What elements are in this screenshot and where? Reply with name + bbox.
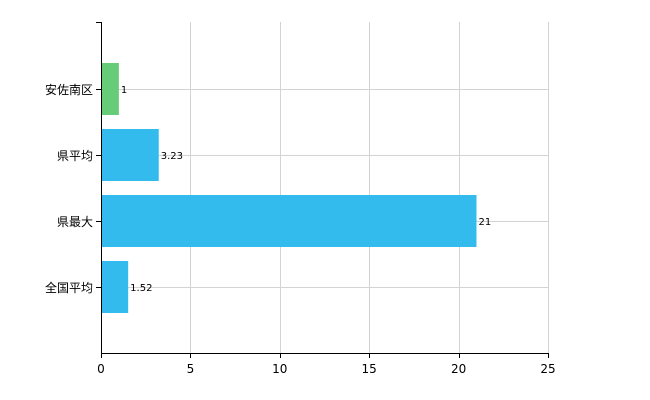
bar-2 [101, 129, 159, 181]
data-label-3: 21 [478, 217, 491, 228]
x-tick-label-1: 0 [97, 362, 105, 376]
bar-4 [101, 261, 129, 313]
data-label-4: 1.52 [130, 283, 152, 294]
y-tick-label-3: 県最大 [57, 215, 93, 229]
y-tick-label-4: 全国平均 [45, 280, 93, 295]
x-tick-label-3: 10 [272, 362, 287, 376]
bar-1 [101, 63, 119, 115]
grid-lines [101, 22, 549, 353]
y-tick-label-2: 県平均 [57, 149, 93, 163]
axes [96, 22, 549, 358]
x-tick-label-2: 5 [187, 362, 195, 376]
data-label-2: 3.23 [161, 151, 183, 162]
data-label-1: 1 [121, 85, 127, 96]
x-tick-label-4: 15 [362, 362, 377, 376]
bar-3 [101, 195, 477, 247]
x-tick-label-5: 20 [451, 362, 466, 376]
y-tick-label-1: 安佐南区 [45, 82, 93, 97]
bars [101, 63, 477, 313]
x-tick-label-6: 25 [540, 362, 555, 376]
